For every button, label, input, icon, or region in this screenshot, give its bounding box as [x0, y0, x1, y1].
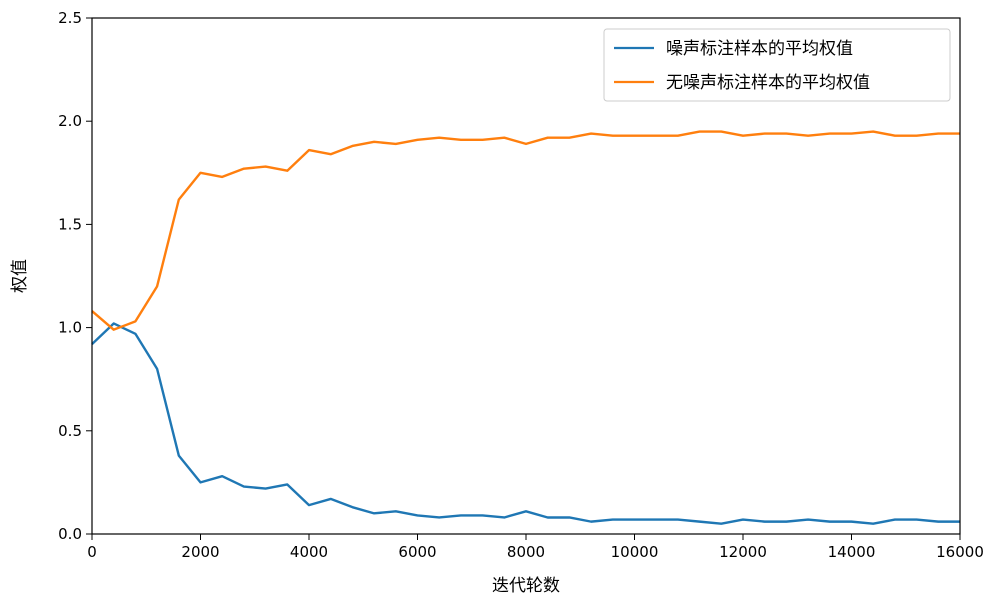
x-tick-label: 8000 [507, 543, 545, 561]
y-tick-label: 1.0 [58, 319, 82, 337]
x-tick-label: 14000 [828, 543, 876, 561]
series-layer [91, 130, 960, 525]
x-axis-ticks: 0 2000 4000 6000 8000 10000 12000 14000 16000 [87, 534, 984, 561]
legend-label-clean: 无噪声标注样本的平均权值 [666, 73, 870, 93]
x-axis-label: 迭代轮数 [492, 576, 560, 596]
legend-box [603, 28, 951, 102]
y-tick-label: 2.5 [58, 9, 82, 27]
x-tick-label: 16000 [936, 543, 984, 561]
legend-label-noisy: 噪声标注样本的平均权值 [666, 39, 853, 59]
y-tick-label: 1.5 [58, 215, 82, 233]
x-tick-label: 2000 [181, 543, 219, 561]
x-tick-label: 4000 [290, 543, 328, 561]
series-line-1 [91, 130, 960, 331]
series-line-0 [91, 322, 960, 525]
x-tick-label: 0 [87, 543, 97, 561]
y-tick-label: 0.0 [58, 525, 82, 543]
y-axis-ticks: 0.0 0.5 1.0 1.5 2.0 2.5 [58, 9, 92, 543]
x-tick-label: 6000 [398, 543, 436, 561]
legend: 噪声标注样本的平均权值 无噪声标注样本的平均权值 [603, 28, 951, 102]
y-tick-label: 0.5 [58, 422, 82, 440]
y-tick-label: 2.0 [58, 112, 82, 130]
x-tick-label: 10000 [611, 543, 659, 561]
x-tick-label: 12000 [719, 543, 767, 561]
y-axis-label: 权值 [10, 259, 30, 293]
